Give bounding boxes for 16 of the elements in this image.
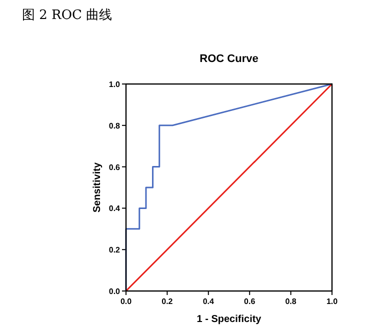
y-tick-label: 0.8 bbox=[108, 121, 121, 130]
x-tick-label: 0.0 bbox=[120, 297, 132, 306]
y-tick-label: 1.0 bbox=[108, 80, 121, 89]
y-tick-label: 0.6 bbox=[108, 162, 121, 172]
x-tick-label: 0.2 bbox=[162, 297, 174, 306]
x-tick-label: 0.8 bbox=[285, 297, 297, 306]
x-tick-label: 0.6 bbox=[244, 297, 256, 306]
y-axis-title: Sensitivity bbox=[92, 162, 103, 213]
x-tick-label: 0.4 bbox=[202, 297, 215, 306]
y-tick-label: 0.2 bbox=[108, 246, 121, 255]
x-axis-title: 1 - Specificity bbox=[196, 314, 262, 325]
caption: 图 2 ROC 曲线 bbox=[22, 8, 112, 23]
chart-title: ROC Curve bbox=[200, 53, 258, 65]
x-tick-label: 1.0 bbox=[326, 297, 338, 306]
y-tick-label: 0.4 bbox=[108, 204, 121, 214]
y-tick-label: 0.0 bbox=[108, 287, 121, 296]
